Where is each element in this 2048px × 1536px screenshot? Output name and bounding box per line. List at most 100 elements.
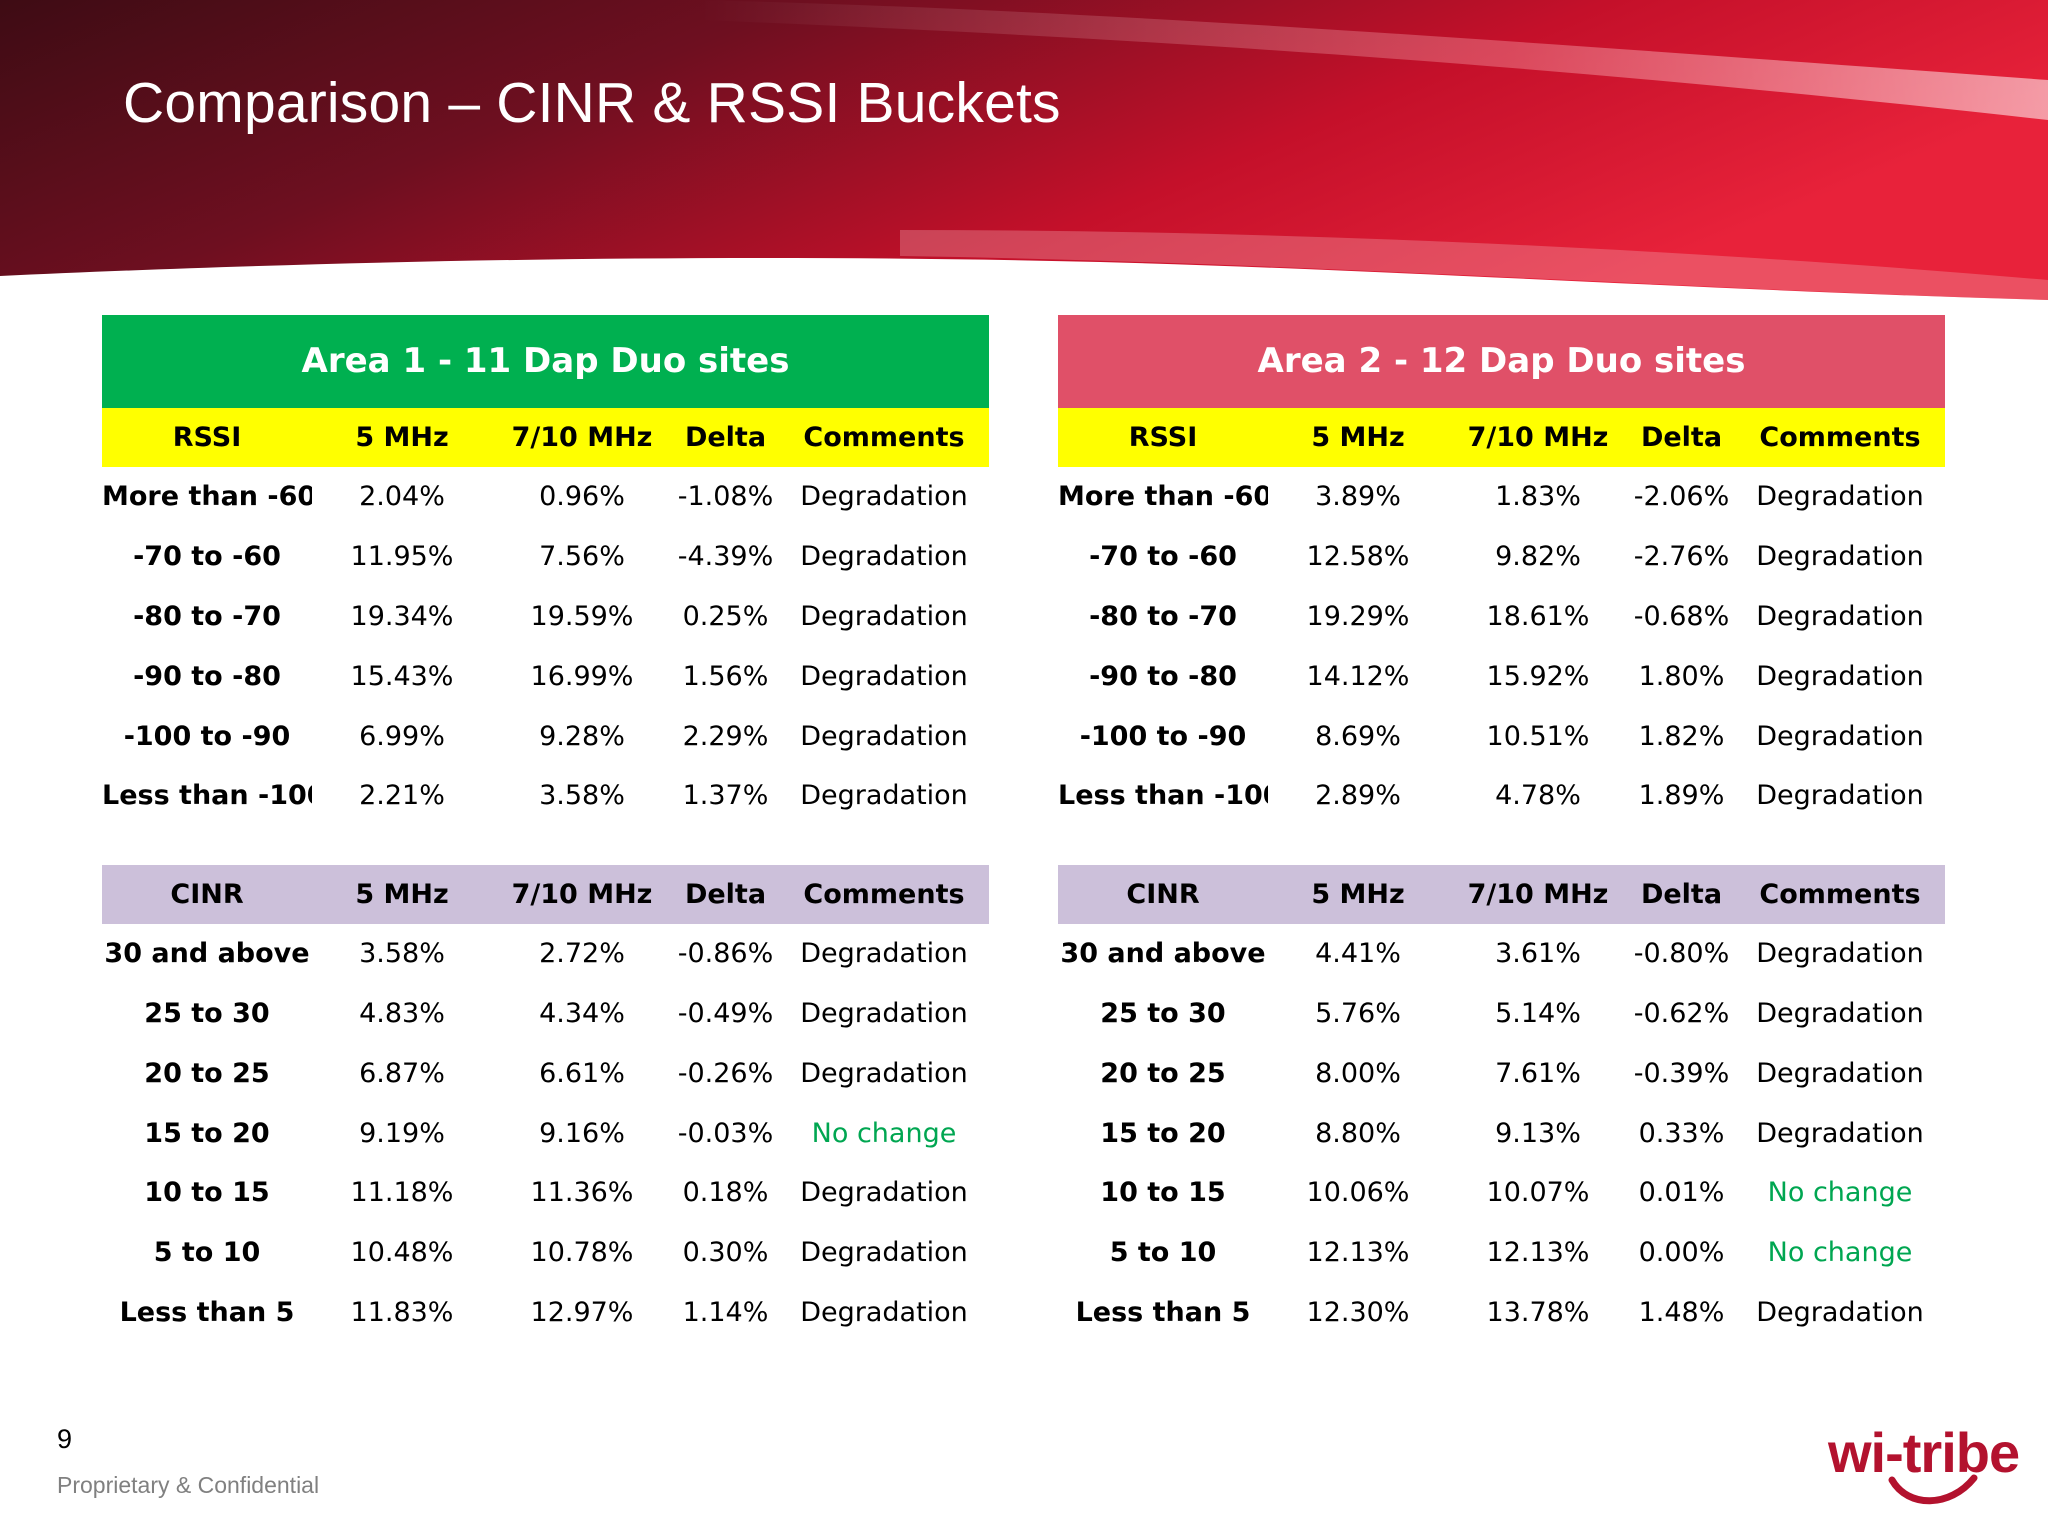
delta-cell: -0.62%: [1633, 997, 1730, 1029]
comment-cell: Degradation: [1756, 938, 1924, 970]
bucket-label-cell: 5 to 10: [153, 1237, 261, 1269]
comment-cell: Degradation: [1756, 1057, 1924, 1089]
bucket-label-cell: 20 to 25: [1100, 1057, 1226, 1089]
value-7-10mhz-cell: 10.78%: [530, 1237, 634, 1269]
table-row: 10 to 15 10.06% 10.07% 0.01% No change: [1058, 1163, 1945, 1223]
column-header: 7/10 MHz: [1467, 878, 1609, 910]
bucket-label-cell: Less than 5: [119, 1296, 295, 1328]
comment-cell: Degradation: [800, 720, 968, 752]
value-5mhz-cell: 15.43%: [350, 660, 454, 692]
value-5mhz-cell: 11.83%: [350, 1296, 454, 1328]
table-row: -100 to -90 8.69% 10.51% 1.82% Degradation: [1058, 706, 1945, 766]
area-1-rssi-table: RSSI 5 MHz 7/10 MHz Delta Comments More …: [102, 408, 989, 826]
delta-cell: 0.18%: [682, 1177, 769, 1209]
column-header: 5 MHz: [355, 422, 449, 453]
table-row: 15 to 20 8.80% 9.13% 0.33% Degradation: [1058, 1103, 1945, 1163]
comment-cell: Degradation: [1756, 1117, 1924, 1149]
area-2-header: Area 2 - 12 Dap Duo sites: [1058, 315, 1945, 408]
value-5mhz-cell: 10.06%: [1306, 1177, 1410, 1209]
value-5mhz-cell: 14.12%: [1306, 660, 1410, 692]
value-5mhz-cell: 19.34%: [350, 600, 454, 632]
column-header: Comments: [803, 878, 965, 910]
bucket-label-cell: -100 to -90: [123, 720, 291, 752]
value-7-10mhz-cell: 12.97%: [530, 1296, 634, 1328]
value-5mhz-cell: 8.00%: [1315, 1057, 1401, 1089]
table-row: 20 to 25 8.00% 7.61% -0.39% Degradation: [1058, 1043, 1945, 1103]
bucket-label-cell: -90 to -80: [1089, 660, 1237, 692]
area-1-panel: Area 1 - 11 Dap Duo sites RSSI 5 MHz 7/1…: [102, 315, 989, 1342]
delta-cell: 1.82%: [1638, 720, 1725, 752]
cinr-header-row: CINR 5 MHz 7/10 MHz Delta Comments: [1058, 864, 1945, 924]
bucket-label-cell: 25 to 30: [1100, 997, 1226, 1029]
delta-cell: 1.37%: [682, 780, 769, 812]
value-5mhz-cell: 8.80%: [1315, 1117, 1401, 1149]
cinr-table-body: 30 and above 3.58% 2.72% -0.86% Degradation 2…: [102, 924, 989, 1343]
column-header: Comments: [1759, 878, 1921, 910]
value-7-10mhz-cell: 2.72%: [539, 938, 625, 970]
comment-cell: Degradation: [800, 997, 968, 1029]
comment-cell: Degradation: [1756, 481, 1924, 513]
delta-cell: -1.08%: [677, 481, 774, 513]
table-row: 30 and above 4.41% 3.61% -0.80% Degradation: [1058, 924, 1945, 984]
value-7-10mhz-cell: 4.78%: [1495, 780, 1581, 812]
bucket-label-cell: 5 to 10: [1109, 1237, 1217, 1269]
value-7-10mhz-cell: 19.59%: [530, 600, 634, 632]
bucket-label-cell: 30 and above: [104, 938, 310, 970]
table-row: 20 to 25 6.87% 6.61% -0.26% Degradation: [102, 1043, 989, 1103]
value-5mhz-cell: 3.58%: [359, 938, 445, 970]
area-2-rssi-table: RSSI 5 MHz 7/10 MHz Delta Comments More …: [1058, 408, 1945, 826]
column-header: CINR: [170, 878, 244, 910]
table-row: Less than 5 12.30% 13.78% 1.48% Degradation: [1058, 1283, 1945, 1343]
value-5mhz-cell: 2.89%: [1315, 780, 1401, 812]
column-header: 5 MHz: [1311, 878, 1405, 910]
area-2-panel: Area 2 - 12 Dap Duo sites RSSI 5 MHz 7/1…: [1058, 315, 1945, 1342]
bucket-label-cell: More than -60: [1058, 481, 1268, 513]
column-header: 5 MHz: [1311, 422, 1405, 453]
bucket-label-cell: -90 to -80: [133, 660, 281, 692]
rssi-table-body: More than -60 2.04% 0.96% -1.08% Degradation…: [102, 467, 989, 826]
table-row: Less than -100 2.21% 3.58% 1.37% Degradation: [102, 766, 989, 826]
delta-cell: -0.86%: [677, 938, 774, 970]
value-5mhz-cell: 2.21%: [359, 780, 445, 812]
table-row: -80 to -70 19.29% 18.61% -0.68% Degradation: [1058, 587, 1945, 647]
delta-cell: -0.39%: [1633, 1057, 1730, 1089]
bucket-label-cell: -70 to -60: [1089, 541, 1237, 573]
table-row: -90 to -80 15.43% 16.99% 1.56% Degradation: [102, 646, 989, 706]
comment-cell: Degradation: [800, 1296, 968, 1328]
bucket-label-cell: 25 to 30: [144, 997, 270, 1029]
delta-cell: 0.25%: [682, 600, 769, 632]
value-5mhz-cell: 11.95%: [350, 541, 454, 573]
rssi-header-row: RSSI 5 MHz 7/10 MHz Delta Comments: [1058, 408, 1945, 467]
page-number: 9: [57, 1424, 73, 1454]
value-7-10mhz-cell: 7.61%: [1495, 1057, 1581, 1089]
bucket-label-cell: More than -60: [102, 481, 312, 513]
value-7-10mhz-cell: 3.58%: [539, 780, 625, 812]
value-5mhz-cell: 2.04%: [359, 481, 445, 513]
table-row: 5 to 10 10.48% 10.78% 0.30% Degradation: [102, 1223, 989, 1283]
bucket-label-cell: 15 to 20: [144, 1117, 270, 1149]
bucket-label-cell: -70 to -60: [133, 541, 281, 573]
value-5mhz-cell: 5.76%: [1315, 997, 1401, 1029]
area-1-cinr-table: CINR 5 MHz 7/10 MHz Delta Comments 30 an…: [102, 864, 989, 1343]
rssi-table-body: More than -60 3.89% 1.83% -2.06% Degradation…: [1058, 467, 1945, 826]
value-5mhz-cell: 10.48%: [350, 1237, 454, 1269]
delta-cell: 0.30%: [682, 1237, 769, 1269]
column-header: 7/10 MHz: [1467, 422, 1609, 453]
value-7-10mhz-cell: 10.51%: [1486, 720, 1590, 752]
value-5mhz-cell: 12.30%: [1306, 1296, 1410, 1328]
value-5mhz-cell: 6.87%: [359, 1057, 445, 1089]
column-header: Comments: [1759, 422, 1921, 453]
value-5mhz-cell: 4.41%: [1315, 938, 1401, 970]
value-7-10mhz-cell: 15.92%: [1486, 660, 1590, 692]
delta-cell: -0.26%: [677, 1057, 774, 1089]
value-7-10mhz-cell: 3.61%: [1495, 938, 1581, 970]
delta-cell: 0.00%: [1638, 1237, 1725, 1269]
comment-cell: Degradation: [800, 600, 968, 632]
delta-cell: 1.89%: [1638, 780, 1725, 812]
delta-cell: 0.01%: [1638, 1177, 1725, 1209]
column-header: Comments: [803, 422, 965, 453]
table-row: 25 to 30 5.76% 5.14% -0.62% Degradation: [1058, 984, 1945, 1044]
value-5mhz-cell: 4.83%: [359, 997, 445, 1029]
comment-cell: Degradation: [800, 1177, 968, 1209]
table-row: More than -60 2.04% 0.96% -1.08% Degradation: [102, 467, 989, 527]
